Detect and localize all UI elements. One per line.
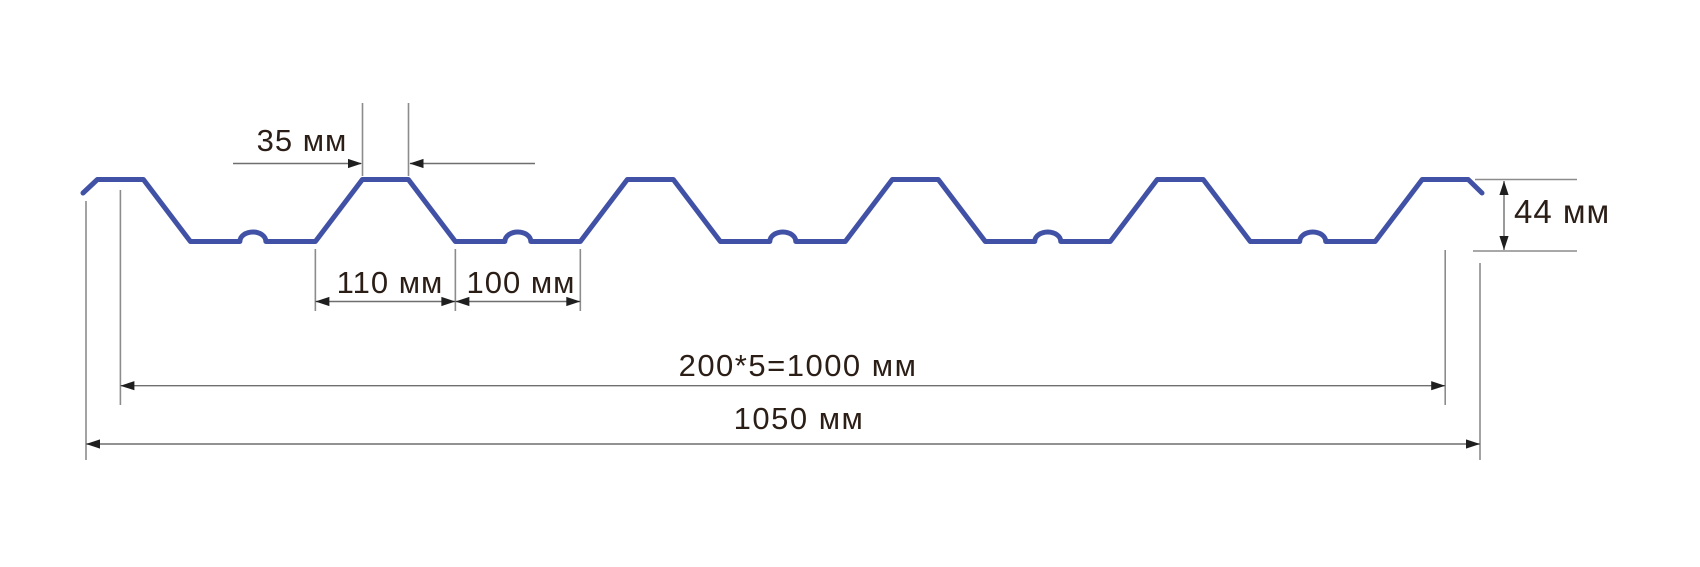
- dimension-arrowhead: [120, 381, 135, 391]
- dimension-arrowhead: [348, 158, 362, 169]
- drawing-geometry: [80, 103, 1577, 460]
- dim-label-total-width: 1050 мм: [734, 401, 865, 436]
- dimension-arrowhead: [1499, 236, 1509, 250]
- dimension-arrowhead: [409, 158, 424, 169]
- profile-outline: [80, 177, 1485, 244]
- dimension-arrowhead: [86, 439, 100, 449]
- dimension-labels: 35 мм 110 мм 100 мм 200*5=1000 мм 1050 м…: [257, 123, 1610, 436]
- dimension-arrowhead: [1466, 439, 1480, 449]
- dimension-arrowhead: [1431, 381, 1446, 391]
- dimension-arrowhead: [566, 296, 581, 307]
- dimension-arrowhead: [441, 296, 456, 307]
- dimension-arrowhead: [1499, 181, 1509, 195]
- dim-label-profile-height: 44 мм: [1514, 193, 1610, 230]
- dim-label-rib-top-width: 35 мм: [257, 123, 348, 158]
- dim-label-valley-width: 100 мм: [467, 265, 576, 300]
- dimension-arrowhead: [315, 296, 330, 307]
- dim-label-module-width: 200*5=1000 мм: [679, 348, 918, 383]
- dim-label-rib-base-width: 110 мм: [337, 265, 444, 300]
- dimension-arrowhead: [455, 296, 470, 307]
